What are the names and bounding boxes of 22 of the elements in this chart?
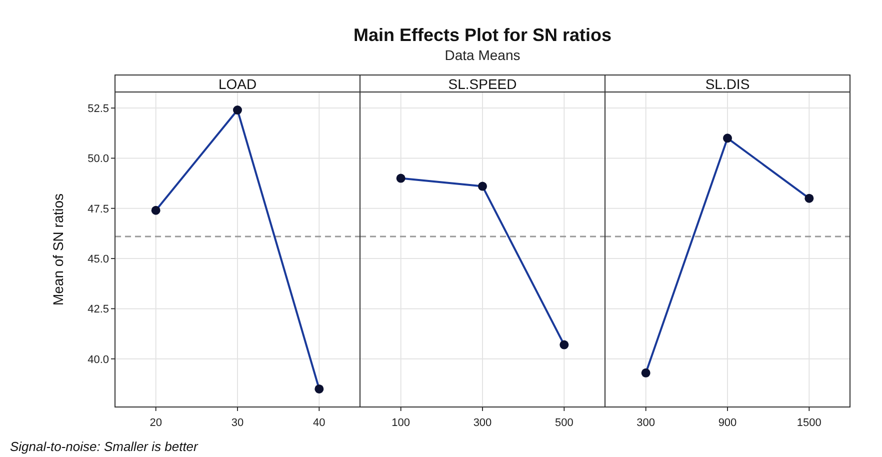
x-tick-label: 20 bbox=[150, 417, 162, 429]
x-tick-label: 100 bbox=[392, 417, 410, 429]
y-tick-label: 42.5 bbox=[88, 304, 109, 316]
y-tick-label: 52.5 bbox=[88, 103, 109, 116]
y-axis-title: Mean of SN ratios bbox=[50, 193, 66, 306]
chart-title: Main Effects Plot for SN ratios bbox=[353, 25, 612, 45]
y-tick-label: 45.0 bbox=[88, 254, 109, 266]
chart-subtitle: Data Means bbox=[444, 47, 520, 63]
x-tick-label: 40 bbox=[313, 417, 326, 429]
x-axis-title: SL.DIS bbox=[705, 76, 750, 92]
y-tick-label: 40.0 bbox=[88, 354, 109, 366]
text: Signal-to-noise: Smaller is better bbox=[10, 439, 199, 454]
y-tick-label: 47.5 bbox=[88, 203, 109, 216]
x-tick-label: 300 bbox=[636, 417, 656, 429]
x-axis-title: LOAD bbox=[218, 76, 257, 92]
x-tick-label: 300 bbox=[473, 417, 492, 429]
x-tick-label: 900 bbox=[718, 417, 737, 429]
y-tick-label: 50.0 bbox=[88, 153, 109, 166]
x-tick-label: 1500 bbox=[796, 417, 822, 429]
x-tick-label: 500 bbox=[554, 417, 574, 429]
x-axis-title: SL.SPEED bbox=[448, 76, 517, 92]
x-tick-label: 30 bbox=[231, 417, 244, 429]
